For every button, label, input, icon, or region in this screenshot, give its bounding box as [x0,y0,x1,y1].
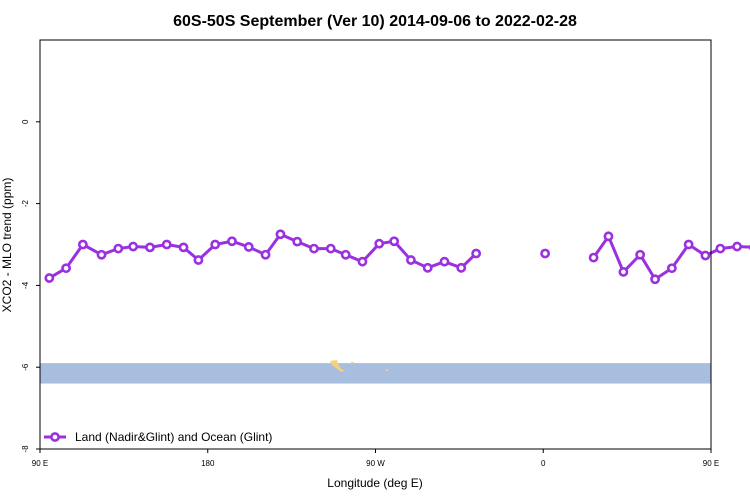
data-point [374,238,385,249]
data-point [540,248,551,259]
legend: Land (Nadir&Glint) and Ocean (Glint) [44,430,272,444]
data-point [113,243,124,254]
x-axis: 90 E 180 90 W 0 90 E [32,449,719,468]
data-point [193,255,204,265]
data-point [260,249,271,260]
data-point [439,256,450,267]
y-tick-label: -4 [21,281,30,289]
y-tick-label: -8 [21,445,30,453]
land-mass [330,360,388,372]
data-point [145,242,155,253]
land-speck [386,369,388,371]
legend-entry-label: Land (Nadir&Glint) and Ocean (Glint) [75,430,272,444]
x-tick-label: 90 W [366,459,385,468]
data-point [666,263,677,274]
data-point [292,236,303,247]
data-point [389,236,400,247]
data-point [325,243,336,254]
data-point [161,239,172,250]
data-point [635,249,646,260]
data-point [227,236,237,247]
data-point [406,255,416,265]
data-point [96,249,107,260]
x-axis-label: Longitude (deg E) [327,476,422,490]
data-point [456,262,467,273]
data-point [309,243,319,254]
y-tick-label: 0 [21,119,30,124]
chart-title: 60S-50S September (Ver 10) 2014-09-06 to… [173,13,577,30]
data-point [340,249,351,260]
x-tick-label: 90 E [32,459,48,468]
data-point [650,274,660,285]
series-points [44,229,750,285]
data-point [683,239,694,250]
ocean-band [40,363,711,384]
data-point [61,263,71,274]
data-point [128,241,139,252]
data-point [588,252,599,263]
y-axis: 0 -2 -4 -6 -8 [21,119,40,453]
data-point [715,243,726,254]
data-point [618,267,629,277]
y-tick-label: -2 [21,199,30,207]
data-point [471,248,482,259]
data-point [422,262,433,273]
y-axis-label: XCO2 - MLO trend (ppm) [0,178,14,313]
data-point [178,242,189,253]
data-point [210,239,221,250]
legend-marker-swatch [50,432,60,442]
data-point [732,241,742,252]
y-tick-label: -6 [21,363,30,371]
land-patch [330,360,345,372]
data-point [243,242,254,252]
data-point [603,231,614,242]
data-point [44,273,55,283]
data-point [357,256,368,267]
data-point [77,239,88,250]
x-tick-label: 180 [201,459,215,468]
plot-area [39,39,750,450]
data-point [700,250,711,261]
data-point [275,229,286,240]
land-speck [351,362,354,364]
x-tick-label: 0 [541,459,546,468]
x-tick-label: 90 E [703,459,719,468]
